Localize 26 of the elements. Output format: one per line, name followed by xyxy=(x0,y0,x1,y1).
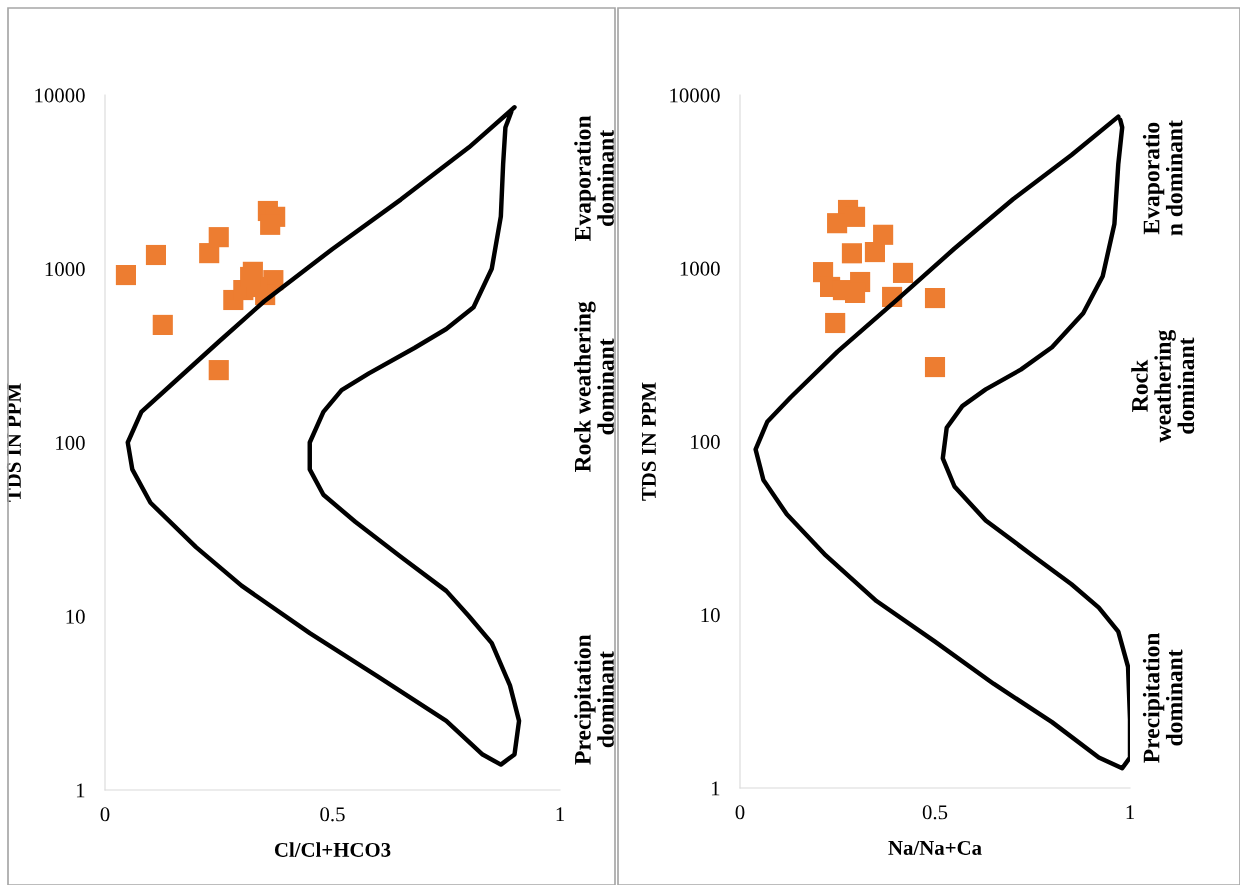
x-tick-label: 0.5 xyxy=(320,807,345,822)
x-tick-label: 1 xyxy=(1126,805,1134,820)
text: Evaporatio n dominant xyxy=(1142,120,1183,236)
x-axis-title: Cl/Cl+HCO3 xyxy=(274,842,391,857)
text: Evaporation dominant xyxy=(574,115,614,241)
text: Rock weathering dominant xyxy=(574,301,614,473)
text: Precipitation dominant xyxy=(574,634,614,765)
y-tick-label: 1000 xyxy=(680,261,720,276)
y-tick-label: 100 xyxy=(691,434,720,449)
x-axis-title: Na/Na+Ca xyxy=(888,840,982,855)
y-tick-label: 10 xyxy=(701,608,720,623)
text: Rock weathering dominant xyxy=(1131,329,1195,443)
y-tick-label: 100 xyxy=(56,435,85,450)
y-tick-label: 10000 xyxy=(35,88,85,103)
y-axis-title: TDS IN PPM xyxy=(6,383,21,502)
x-tick-label: 1 xyxy=(556,807,564,822)
y-tick-label: 10 xyxy=(66,609,85,624)
x-tick-label: 0 xyxy=(100,807,110,822)
y-tick-label: 1 xyxy=(76,783,85,798)
x-tick-label: 0.5 xyxy=(922,805,948,820)
y-tick-label: 10000 xyxy=(670,88,720,103)
y-tick-label: 1000 xyxy=(45,262,85,277)
text: Precipitation dominant xyxy=(1142,632,1183,763)
y-tick-label: 1 xyxy=(711,781,720,796)
y-axis-title: TDS IN PPM xyxy=(641,382,656,501)
x-tick-label: 0 xyxy=(735,805,745,820)
